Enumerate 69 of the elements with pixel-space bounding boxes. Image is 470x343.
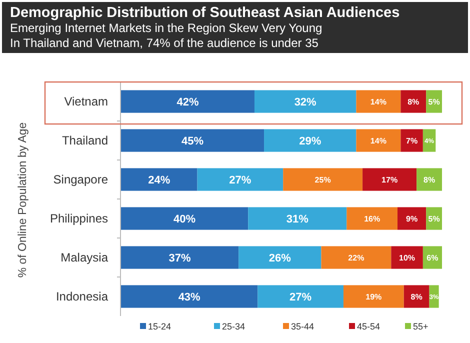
bar [197,168,284,191]
bar [400,129,423,152]
data-label: 14% [370,136,386,146]
data-label: 25% [314,175,331,184]
data-label: 8% [410,292,422,302]
data-label: 40% [174,213,196,226]
bar [121,246,239,269]
data-label: 37% [168,252,192,264]
bar [121,129,264,152]
data-label: 45% [181,135,204,148]
bar [404,285,430,308]
bar [254,90,356,113]
bar [356,129,401,152]
data-label: 5% [428,97,440,106]
legend-label: 55+ [413,322,428,332]
data-label: 24% [148,174,170,186]
bar [416,168,442,191]
legend-label: 45-54 [357,322,380,332]
bar [422,246,442,269]
data-label: 19% [366,292,382,302]
data-label: 5% [428,214,440,224]
bar [258,285,344,308]
data-label: 43% [178,291,201,304]
bar [121,207,248,230]
bar [391,246,423,269]
data-label: 8% [424,175,436,184]
chart-title: Demographic Distribution of Southeast Asian Audiences [10,5,400,21]
y-axis-title: % of Online Population by Age [17,122,29,278]
bar [121,168,198,191]
data-label: 42% [176,96,199,108]
bar [121,285,258,308]
data-label: 10% [399,253,416,262]
bar [264,129,356,152]
bar [356,90,401,113]
bar [346,207,398,230]
data-label: 8% [408,97,420,106]
chart-subtitle: Emerging Internet Markets in the Region Skew Very Young [10,21,322,35]
bar [121,90,254,113]
data-label: 17% [382,175,398,184]
y-tick-label: Vietnam [64,94,108,109]
data-label: 9% [406,214,418,224]
data-label: 26% [268,252,292,264]
y-tick-label: Singapore [53,172,108,187]
y-tick-label: Indonesia [56,290,108,304]
bar [362,168,417,191]
bar [248,207,347,230]
data-label: 27% [229,174,252,186]
legend-label: 25-34 [222,322,246,332]
bar [283,168,363,191]
y-tick-label: Thailand [62,134,108,148]
data-label: 22% [348,253,364,262]
data-label: 27% [290,291,312,304]
data-label: 16% [364,214,380,224]
bar [343,285,404,308]
y-tick-label: Philippines [50,212,108,226]
data-label: 31% [286,213,309,226]
data-label: 29% [299,135,322,148]
bar [400,90,426,113]
legend-label: 15-24 [148,322,172,332]
text: In Thailand and Vietnam, 74% of the audience is under 35 [10,36,319,50]
bar [398,207,426,230]
bar [321,246,392,269]
bar [238,246,322,269]
data-label: 7% [406,136,418,146]
legend-label: 35-44 [291,322,314,332]
data-label: 14% [370,97,386,106]
y-tick-label: Malaysia [60,250,108,265]
data-label: 6% [426,253,438,262]
data-label: 32% [294,96,317,108]
